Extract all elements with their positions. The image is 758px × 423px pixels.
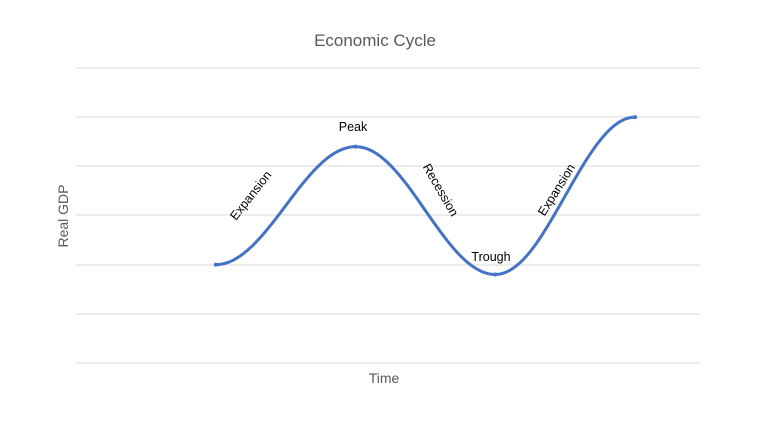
- series-line-real-gdp: [214, 115, 637, 276]
- x-axis-label: Time: [369, 370, 400, 386]
- data-point: [353, 144, 358, 149]
- annotation-trough: Trough: [471, 250, 510, 264]
- chart-title: Economic Cycle: [314, 31, 436, 50]
- y-axis-label: Real GDP: [55, 184, 71, 247]
- annotation-peak: Peak: [339, 120, 368, 134]
- data-point: [633, 115, 638, 120]
- gridlines: [76, 67, 700, 364]
- series-points: [213, 115, 638, 277]
- data-point: [493, 272, 498, 277]
- data-point: [213, 262, 218, 267]
